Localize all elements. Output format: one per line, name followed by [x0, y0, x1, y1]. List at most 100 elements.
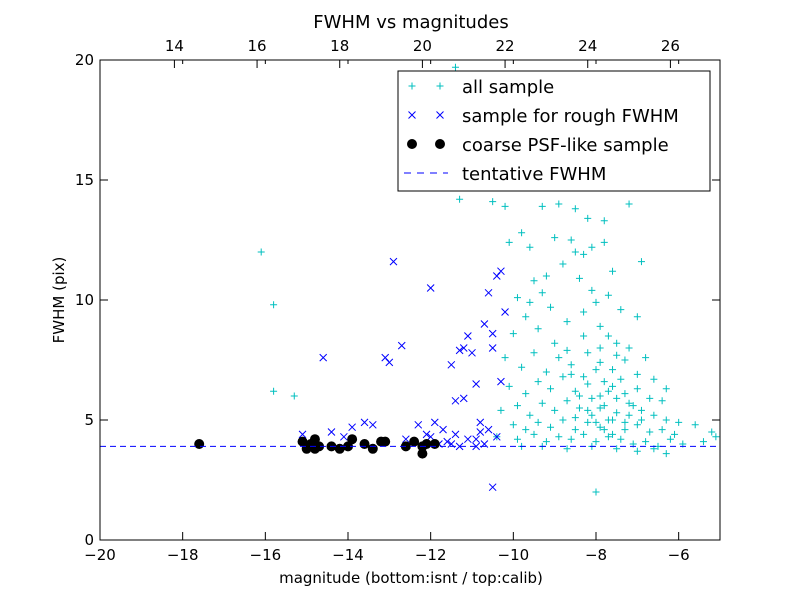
all-sample-point — [629, 402, 637, 410]
y-tick-label: 15 — [75, 171, 94, 189]
x-tick-label: −8 — [585, 546, 607, 564]
rough-sample-point — [501, 308, 509, 316]
all-sample-point — [518, 363, 526, 371]
rough-sample-point — [368, 420, 377, 429]
rough-sample-point — [459, 344, 468, 352]
rough-sample-point — [468, 348, 476, 357]
all-sample-point — [575, 274, 583, 282]
all-sample-point — [551, 406, 559, 414]
all-sample-point — [571, 248, 579, 256]
y-tick-label: 10 — [75, 291, 94, 309]
all-sample-point — [547, 303, 555, 311]
rough-sample-point — [480, 320, 489, 328]
all-sample-point — [513, 402, 521, 410]
rough-sample-point — [484, 288, 493, 297]
all-sample-point — [600, 217, 608, 225]
psf-sample-point — [429, 439, 440, 449]
all-sample-point — [625, 411, 633, 419]
x-tick-label: −18 — [167, 546, 199, 564]
all-sample-point — [600, 238, 608, 246]
x-tick-label: −6 — [668, 546, 690, 564]
legend-label-all-sample: all sample — [462, 77, 554, 98]
rough-sample-point — [397, 341, 406, 350]
all-sample-point — [542, 272, 550, 280]
all-sample-point — [509, 330, 517, 338]
rough-sample-point — [497, 267, 505, 276]
all-sample-point — [551, 339, 559, 347]
legend-marker-psf-sample — [407, 139, 417, 149]
rough-sample-point — [348, 423, 356, 432]
all-sample-point — [675, 418, 683, 426]
all-sample-point — [559, 373, 567, 381]
psf-sample-point — [367, 443, 378, 454]
all-sample-point — [547, 385, 555, 393]
x-tick-label: −16 — [250, 546, 282, 564]
rough-sample-point — [492, 432, 501, 441]
all-sample-point — [625, 399, 633, 407]
all-sample-point — [596, 322, 604, 330]
all-sample-point — [613, 445, 621, 453]
rough-sample-point — [327, 428, 336, 436]
all-sample-point — [617, 306, 625, 314]
psf-sample-point — [417, 448, 428, 459]
all-sample-point — [563, 346, 571, 354]
top-x-tick-label: 22 — [496, 37, 515, 55]
rough-sample-point — [459, 394, 468, 403]
all-sample-point — [604, 291, 612, 299]
legend-label-psf-sample: coarse PSF-like sample — [462, 135, 669, 156]
all-sample-point — [617, 435, 625, 443]
all-sample-point — [580, 332, 588, 340]
all-sample-point — [456, 195, 464, 203]
all-sample-point — [513, 294, 521, 302]
rough-sample-point — [464, 435, 472, 444]
rough-sample-point — [472, 442, 480, 451]
x-axis-label: magnitude (bottom:isnt / top:calib) — [279, 569, 543, 587]
all-sample-point — [588, 286, 596, 294]
all-sample-point — [613, 394, 621, 402]
chart-title: FWHM vs magnitudes — [313, 12, 508, 33]
all-sample-point — [621, 426, 629, 434]
legend-samples — [404, 82, 448, 174]
x-tick-label: −12 — [415, 546, 447, 564]
legend-label-rough-sample: sample for rough FWHM — [462, 106, 679, 127]
all-sample-point — [580, 308, 588, 316]
all-sample-point — [642, 354, 650, 362]
all-sample-point — [534, 325, 542, 333]
all-sample-point — [567, 361, 575, 369]
rough-sample-point — [488, 483, 497, 492]
all-sample-point — [542, 438, 550, 446]
rough-sample-point — [464, 332, 472, 340]
all-sample-point — [633, 313, 641, 321]
top-x-tick-label: 26 — [661, 37, 680, 55]
all-sample-point — [505, 382, 513, 390]
all-sample-point — [575, 392, 583, 400]
all-sample-point — [518, 229, 526, 237]
all-sample-point — [604, 332, 612, 340]
all-sample-point — [542, 368, 550, 376]
top-x-tick-label: 20 — [413, 37, 432, 55]
all-sample-point — [526, 243, 534, 251]
all-sample-point — [699, 438, 707, 446]
all-sample-point — [555, 433, 563, 441]
all-sample-point — [580, 430, 588, 438]
all-sample-point — [650, 375, 658, 383]
all-sample-point — [584, 380, 592, 388]
all-sample-point — [571, 205, 579, 213]
y-tick-label: 0 — [84, 531, 94, 549]
rough-sample-point — [472, 435, 480, 444]
all-sample-point — [658, 426, 666, 434]
rough-sample-point — [472, 380, 480, 388]
rough-sample-point — [488, 344, 497, 352]
all-sample-point — [633, 421, 641, 429]
all-sample-point — [567, 435, 575, 443]
all-sample-point — [588, 243, 596, 251]
all-sample-point — [538, 289, 546, 297]
all-sample-point — [662, 416, 670, 424]
all-sample-point — [534, 378, 542, 386]
all-sample-point — [270, 301, 278, 309]
all-sample-point — [604, 387, 612, 395]
all-sample-point — [559, 260, 567, 268]
rough-sample-point — [414, 420, 423, 429]
series-rough-sample — [298, 257, 509, 492]
all-sample-point — [522, 390, 530, 398]
